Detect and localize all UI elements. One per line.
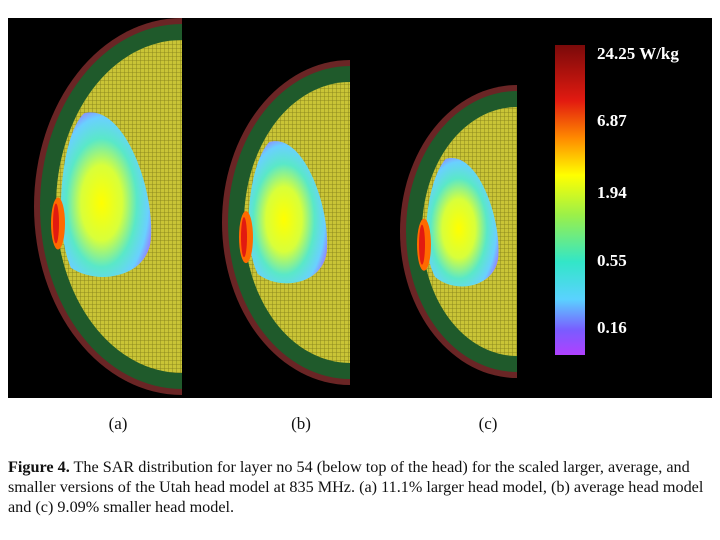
colorbar-tick-label: 6.87 (597, 111, 627, 130)
colorbar-tick-label: 0.16 (597, 318, 627, 337)
sar-peak-core (419, 224, 425, 265)
colorbar-tick-label: 0.55 (597, 251, 627, 270)
caption-text: The SAR distribution for layer no 54 (be… (8, 458, 704, 516)
sar-hotspot-region (426, 158, 499, 287)
colorbar (555, 45, 585, 355)
panel-label-b: (b) (291, 414, 311, 433)
caption-figure-number: Figure 4. (8, 458, 70, 476)
panel-label-a: (a) (108, 414, 128, 433)
colorbar-tick-label: 1.94 (597, 183, 627, 202)
sar-hotspot-region (248, 141, 328, 284)
panel-label-c: (c) (478, 414, 498, 433)
figure-caption: Figure 4. The SAR distribution for layer… (8, 457, 714, 517)
sar-peak-core (241, 217, 247, 258)
sar-figure (34, 18, 585, 395)
sar-hotspot-region (60, 112, 152, 277)
sar-peak-core (53, 203, 59, 244)
colorbar-tick-label: 24.25 W/kg (597, 44, 679, 63)
